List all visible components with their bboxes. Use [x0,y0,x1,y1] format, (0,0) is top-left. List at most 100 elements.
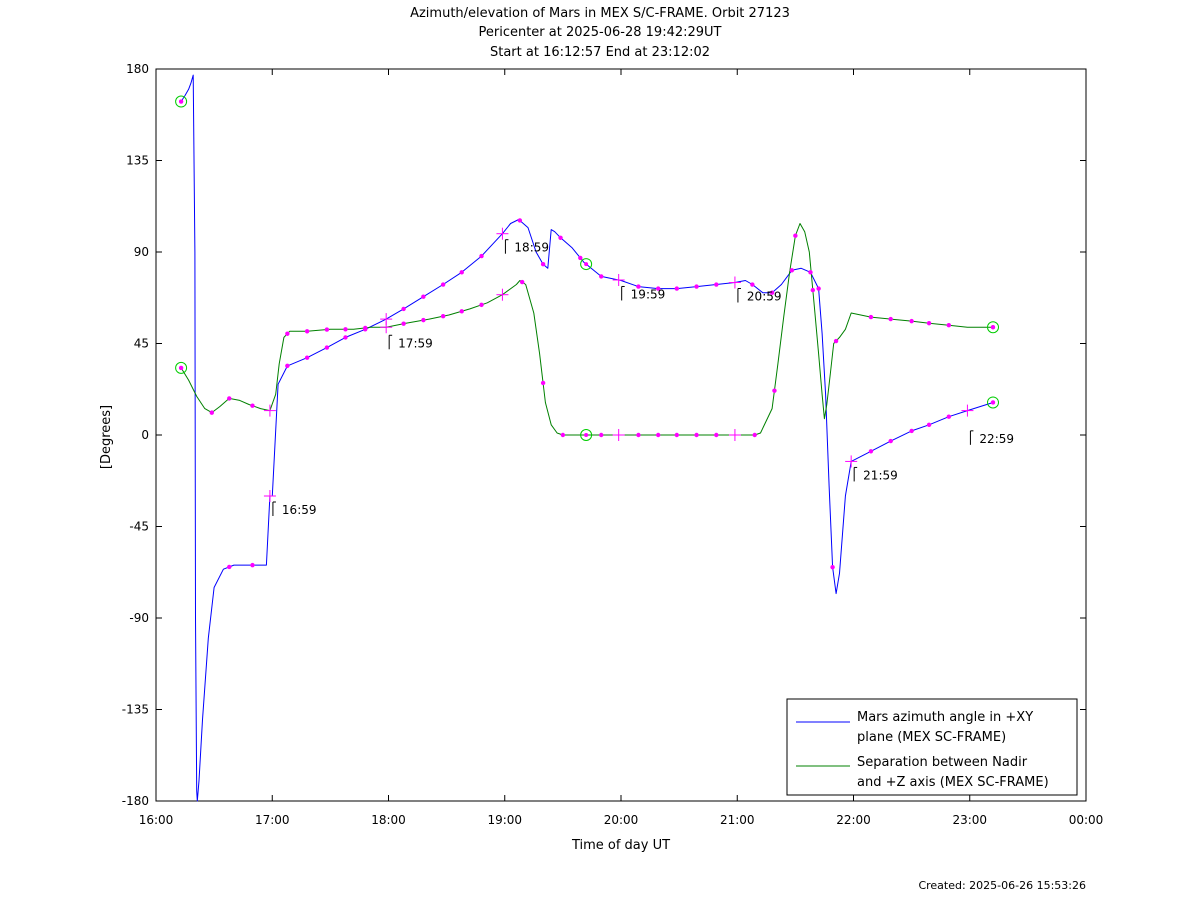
y-tick-label: -180 [122,794,149,808]
marker-dot-azimuth [285,363,290,369]
marker-dot-separation [656,432,661,438]
marker-dot-azimuth [459,270,464,275]
y-tick-label: -90 [129,611,149,625]
marker-circle-center [991,400,995,405]
marker-dot-azimuth [599,274,604,279]
marker-dot-separation [674,432,679,438]
marker-cross [263,490,276,502]
marker-dot-separation [946,323,952,328]
x-tick-label: 23:00 [952,813,987,827]
x-tick-label: 22:00 [836,813,871,827]
x-tick-label: 16:00 [139,813,174,827]
marker-dot-separation [421,317,426,323]
marker-dot-separation [459,309,464,314]
marker-dot-azimuth [750,282,755,287]
marker-dot-separation [810,287,816,293]
y-axis-label: [Degrees] [99,405,114,469]
marker-dot-separation [250,403,255,408]
marker-dot-azimuth [909,428,914,434]
y-tick-label: 90 [134,245,149,259]
annotations: 16:59 17:59 18:59 19:59 20:59 21:59 22:59 [272,239,1014,517]
marker-circle [175,361,188,374]
legend-label-separation-2: and +Z axis (MEX SC-FRAME) [857,775,1049,790]
marker-cross [612,429,625,441]
marker-dot-separation [285,331,290,336]
marker-dot-azimuth [479,253,484,259]
marker-cross [263,404,276,417]
marker-cross [728,429,741,441]
annotation-label: 20:59 [747,290,782,304]
marker-cross [496,288,509,301]
annotation-label: 22:59 [979,432,1014,446]
marker-circle [987,396,999,409]
markers [175,95,999,570]
marker-dot-separation [833,338,839,344]
series-line-separation [180,223,993,436]
legend-label-separation-1: Separation between Nadir [857,755,1028,770]
marker-dot-separation [868,314,874,320]
marker-cross [845,455,858,468]
marker-dot-azimuth [714,282,719,287]
marker-dot-azimuth [401,306,406,312]
series-lines [180,74,994,802]
annotation-label: 18:59 [514,241,549,255]
marker-dot-separation [540,380,546,386]
x-tick-label: 00:00 [1069,813,1104,827]
marker-dot-azimuth [946,414,952,419]
legend: Mars azimuth angle in +XY plane (MEX SC-… [786,698,1078,796]
marker-dot-azimuth [769,290,775,295]
marker-dot-azimuth [868,449,874,454]
marker-circle-center [584,262,589,267]
time-annotation: 17:59 [388,334,433,350]
y-tick-label: -45 [129,520,149,534]
marker-dot-separation [209,410,214,415]
y-tick-label: 45 [134,337,149,351]
time-annotation: 18:59 [504,239,549,255]
marker-dot-separation [772,388,777,393]
marker-dot-azimuth [808,270,813,275]
marker-dot-separation [519,279,525,285]
marker-dot-azimuth [789,268,795,273]
marker-dot-azimuth [304,355,310,360]
marker-dot-separation [793,233,798,238]
marker-dot-separation [227,396,232,401]
marker-circle-center [179,99,184,104]
marker-dot-separation [343,327,348,332]
marker-circle-center [179,365,184,370]
marker-dot-separation [560,432,566,438]
legend-label-azimuth-1: Mars azimuth angle in +XY [857,710,1033,725]
marker-dot-azimuth [540,262,546,267]
marker-circle [175,95,188,108]
time-annotation: 16:59 [272,501,317,517]
marker-dot-azimuth [227,564,232,570]
title-line-2: Pericenter at 2025-06-28 19:42:29UT [478,25,721,40]
marker-dot-azimuth [816,286,821,291]
time-annotation: 19:59 [621,285,666,301]
x-tick-label: 19:00 [487,813,522,827]
x-tick-label: 20:00 [604,813,639,827]
x-axis-label: Time of day UT [571,838,670,853]
marker-dot-separation [888,316,893,322]
marker-cross [961,404,974,417]
annotation-label: 21:59 [863,468,898,482]
marker-dot-azimuth [250,562,255,568]
y-tick-label: 0 [141,428,149,442]
marker-dot-azimuth [674,286,679,291]
y-tick-label: -135 [122,703,149,717]
marker-dot-azimuth [578,255,583,261]
marker-cross [380,321,393,334]
annotation-label: 19:59 [631,287,666,301]
annotation-label: 17:59 [398,336,433,350]
marker-dot-azimuth [636,284,641,289]
marker-dot-azimuth [888,438,893,444]
marker-dot-azimuth [343,335,348,340]
annotation-label: 16:59 [282,503,317,517]
marker-dot-separation [401,321,406,326]
marker-dot-separation [909,318,914,324]
y-axis: 180 135 90 45 0 -45 -90 -135 -180 [122,62,1086,808]
marker-dot-separation [636,432,641,438]
marker-dot-separation [694,432,699,438]
marker-dot-azimuth [694,284,699,289]
x-tick-label: 21:00 [720,813,755,827]
